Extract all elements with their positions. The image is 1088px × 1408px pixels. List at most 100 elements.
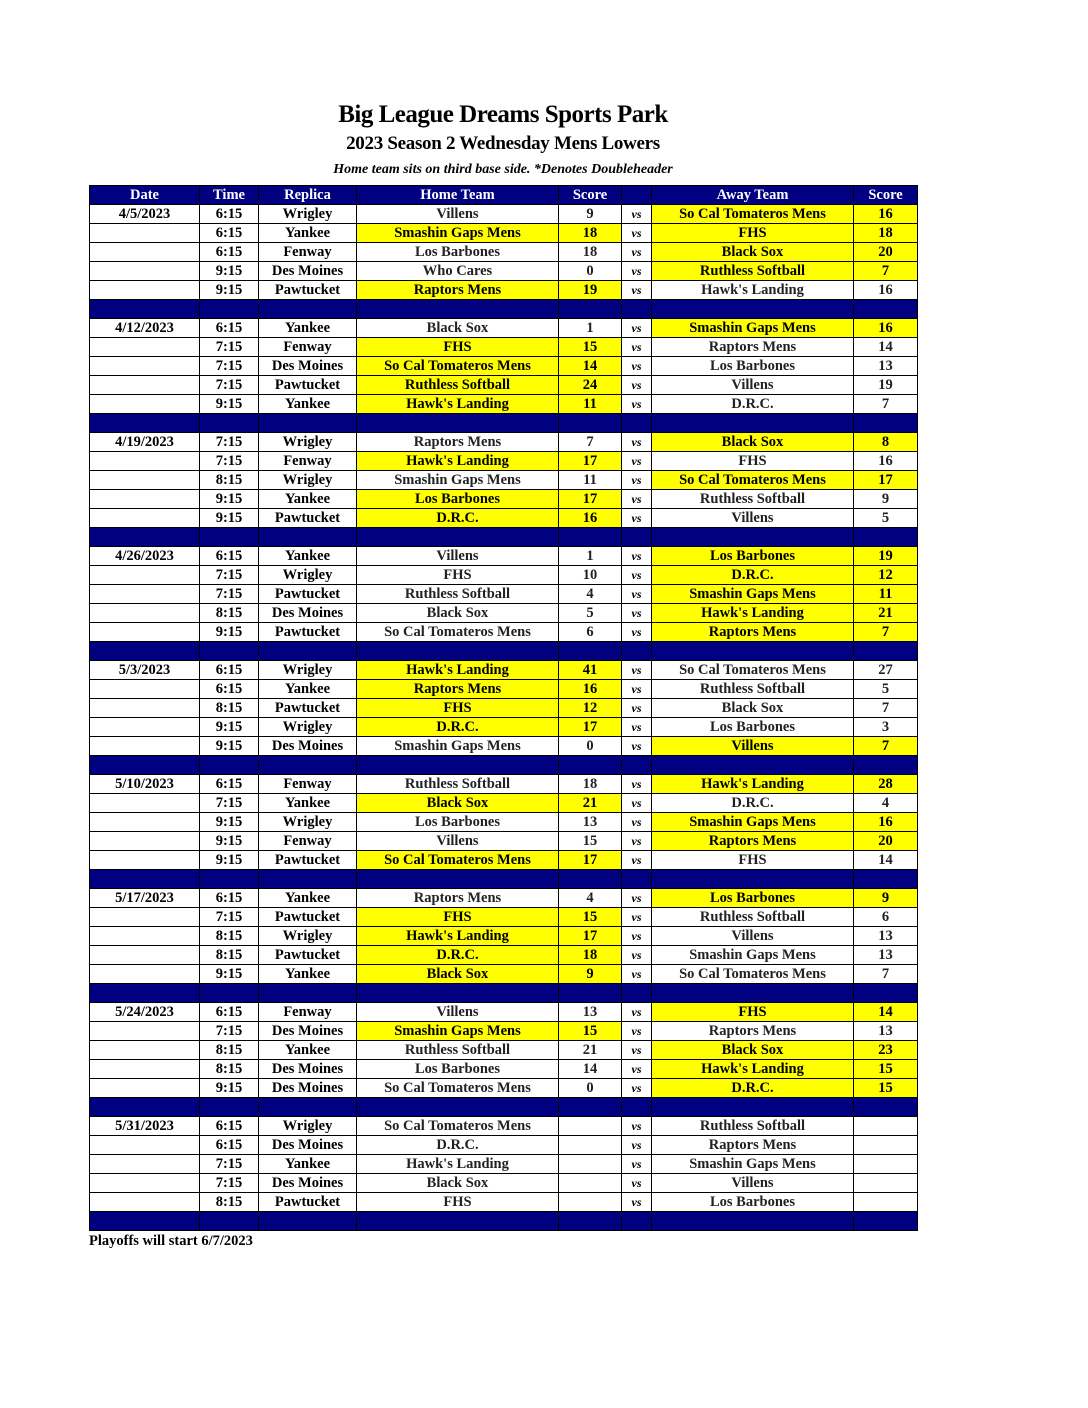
game-row: 9:15 Yankee Los Barbones 17 vs Ruthless Softb… <box>89 489 918 509</box>
away-team: Black Sox <box>651 242 854 262</box>
home-score: 6 <box>558 622 622 642</box>
vs-label: vs <box>621 1135 652 1155</box>
game-time: 6:15 <box>199 223 259 243</box>
home-team: FHS <box>356 907 559 927</box>
away-team: D.R.C. <box>651 1078 854 1098</box>
game-field: Pawtucket <box>258 622 357 642</box>
home-team: Villens <box>356 546 559 566</box>
away-team: Raptors Mens <box>651 622 854 642</box>
away-score: 5 <box>853 679 918 699</box>
separator-cell <box>558 1211 622 1231</box>
separator-cell <box>89 299 200 319</box>
game-field: Wrigley <box>258 660 357 680</box>
game-field: Des Moines <box>258 603 357 623</box>
game-time: 6:15 <box>199 318 259 338</box>
game-row: 8:15 Des Moines Los Barbones 14 vs Hawk's Lan… <box>89 1059 918 1079</box>
game-time: 9:15 <box>199 736 259 756</box>
game-date <box>89 565 200 585</box>
game-row: 8:15 Pawtucket FHS vs Los Barbones <box>89 1192 918 1212</box>
away-team: Ruthless Softball <box>651 907 854 927</box>
away-score: 16 <box>853 451 918 471</box>
home-score: 15 <box>558 1021 622 1041</box>
home-score: 4 <box>558 584 622 604</box>
vs-label: vs <box>621 926 652 946</box>
away-team: So Cal Tomateros Mens <box>651 964 854 984</box>
vs-label: vs <box>621 888 652 908</box>
game-date <box>89 698 200 718</box>
home-score: 19 <box>558 280 622 300</box>
home-team: Los Barbones <box>356 489 559 509</box>
vs-label: vs <box>621 793 652 813</box>
away-team: Ruthless Softball <box>651 489 854 509</box>
separator-cell <box>651 299 854 319</box>
away-score: 16 <box>853 280 918 300</box>
game-field: Des Moines <box>258 736 357 756</box>
game-field: Yankee <box>258 223 357 243</box>
game-time: 6:15 <box>199 242 259 262</box>
game-field: Yankee <box>258 1040 357 1060</box>
separator-cell <box>199 527 259 547</box>
away-score: 7 <box>853 394 918 414</box>
vs-label: vs <box>621 356 652 376</box>
separator-cell <box>558 755 622 775</box>
game-date <box>89 508 200 528</box>
home-score: 1 <box>558 318 622 338</box>
separator-cell <box>651 755 854 775</box>
away-score: 16 <box>853 318 918 338</box>
home-team: So Cal Tomateros Mens <box>356 622 559 642</box>
week-separator <box>89 1211 918 1231</box>
vs-label: vs <box>621 432 652 452</box>
away-team: D.R.C. <box>651 565 854 585</box>
home-team: Smashin Gaps Mens <box>356 736 559 756</box>
home-team: Raptors Mens <box>356 432 559 452</box>
game-time: 7:15 <box>199 356 259 376</box>
home-team: Villens <box>356 831 559 851</box>
col-vs <box>621 185 652 205</box>
separator-cell <box>258 755 357 775</box>
vs-label: vs <box>621 831 652 851</box>
home-team: Smashin Gaps Mens <box>356 1021 559 1041</box>
home-team: Raptors Mens <box>356 888 559 908</box>
page-title: Big League Dreams Sports Park <box>338 101 668 128</box>
away-team: D.R.C. <box>651 394 854 414</box>
away-team: Los Barbones <box>651 888 854 908</box>
away-team: Ruthless Softball <box>651 261 854 281</box>
game-date <box>89 679 200 699</box>
game-time: 9:15 <box>199 1078 259 1098</box>
away-team: Smashin Gaps Mens <box>651 812 854 832</box>
separator-cell <box>258 869 357 889</box>
game-field: Fenway <box>258 337 357 357</box>
game-time: 7:15 <box>199 793 259 813</box>
game-row: 8:15 Des Moines Black Sox 5 vs Hawk's Landing… <box>89 603 918 623</box>
vs-label: vs <box>621 242 652 262</box>
home-team: Ruthless Softball <box>356 774 559 794</box>
game-date <box>89 812 200 832</box>
game-field: Yankee <box>258 1154 357 1174</box>
away-team: FHS <box>651 1002 854 1022</box>
vs-label: vs <box>621 907 652 927</box>
separator-cell <box>258 1211 357 1231</box>
away-score: 7 <box>853 964 918 984</box>
away-score: 13 <box>853 926 918 946</box>
away-score: 11 <box>853 584 918 604</box>
away-score: 12 <box>853 565 918 585</box>
game-field: Des Moines <box>258 1173 357 1193</box>
game-field: Wrigley <box>258 812 357 832</box>
game-date <box>89 907 200 927</box>
home-score: 11 <box>558 394 622 414</box>
home-score: 0 <box>558 1078 622 1098</box>
separator-cell <box>558 1097 622 1117</box>
separator-cell <box>651 869 854 889</box>
playoffs-note: Playoffs will start 6/7/2023 <box>89 1233 253 1249</box>
separator-cell <box>651 641 854 661</box>
away-score <box>853 1192 918 1212</box>
vs-label: vs <box>621 1078 652 1098</box>
week-separator <box>89 413 918 433</box>
vs-label: vs <box>621 223 652 243</box>
home-team: Hawk's Landing <box>356 660 559 680</box>
col-replica: Replica <box>258 185 357 205</box>
vs-label: vs <box>621 660 652 680</box>
game-date <box>89 451 200 471</box>
week-separator <box>89 299 918 319</box>
away-team: Black Sox <box>651 698 854 718</box>
